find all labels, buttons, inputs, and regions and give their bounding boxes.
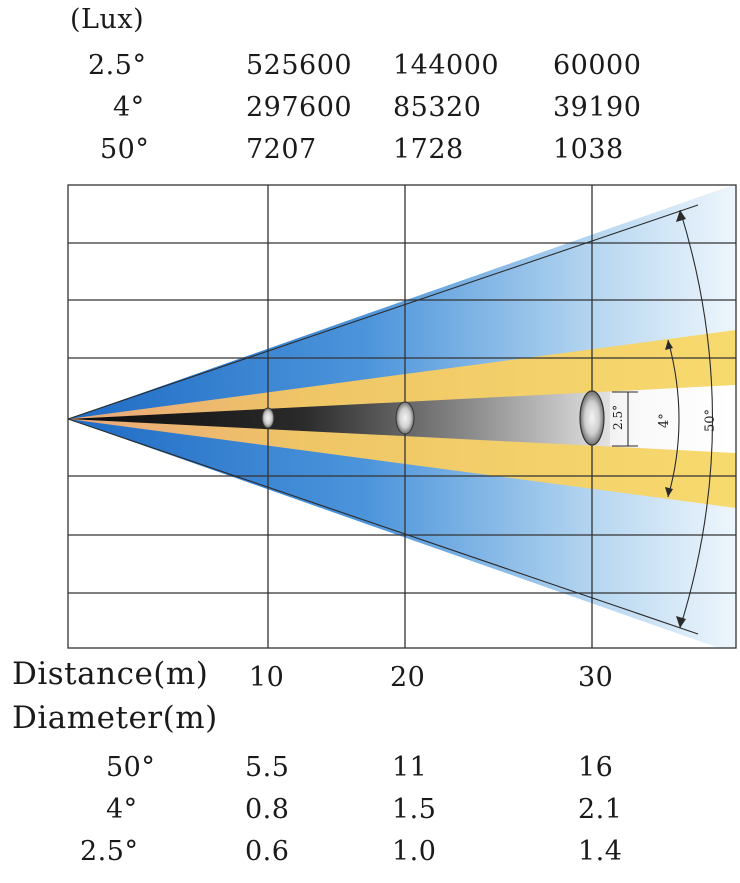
- lux-2-5-30m: 60000: [553, 50, 642, 81]
- diameter-50-20m: 11: [392, 752, 428, 783]
- diameter-2-5-30m: 1.4: [578, 836, 623, 867]
- diameter-50-30m: 16: [578, 752, 614, 783]
- lux-50-20m: 1728: [393, 134, 464, 165]
- lux-4-20m: 85320: [393, 92, 482, 123]
- diameter-angle-50: 50°: [106, 752, 156, 783]
- distance-label: Distance(m): [12, 656, 209, 692]
- lux-header: (Lux): [70, 4, 145, 35]
- arc-2-5: [612, 391, 638, 447]
- diameter-4-10m: 0.8: [245, 794, 290, 825]
- spot-30m: [579, 390, 605, 446]
- diameter-50-10m: 5.5: [245, 752, 290, 783]
- distance-10: 10: [249, 662, 285, 693]
- diameter-angle-4: 4°: [106, 794, 138, 825]
- lux-angle-50: 50°: [100, 134, 150, 165]
- lux-angle-4: 4°: [113, 92, 145, 123]
- lux-4-10m: 297600: [246, 92, 353, 123]
- lux-50-10m: 7207: [246, 134, 317, 165]
- distance-30: 30: [578, 662, 614, 693]
- beam-label-2-5: 2.5°: [611, 405, 625, 430]
- beam-label-50: 50°: [703, 409, 718, 432]
- diameter-2-5-10m: 0.6: [245, 836, 290, 867]
- beam-label-4: 4°: [657, 413, 672, 428]
- diameter-4-20m: 1.5: [392, 794, 437, 825]
- grid: [67, 184, 737, 649]
- lux-2-5-20m: 144000: [393, 50, 500, 81]
- lux-angle-2-5: 2.5°: [88, 50, 147, 81]
- arc-4: [667, 339, 680, 498]
- distance-20: 20: [390, 662, 426, 693]
- lux-2-5-10m: 525600: [246, 50, 353, 81]
- diameter-label: Diameter(m): [12, 700, 218, 736]
- diameter-angle-2-5: 2.5°: [80, 836, 139, 867]
- diameter-2-5-20m: 1.0: [392, 836, 437, 867]
- lux-4-30m: 39190: [553, 92, 642, 123]
- spot-10m: [261, 407, 275, 429]
- lux-50-30m: 1038: [553, 134, 624, 165]
- diameter-4-30m: 2.1: [578, 794, 623, 825]
- arc-50: [679, 209, 713, 629]
- spot-20m: [395, 401, 415, 435]
